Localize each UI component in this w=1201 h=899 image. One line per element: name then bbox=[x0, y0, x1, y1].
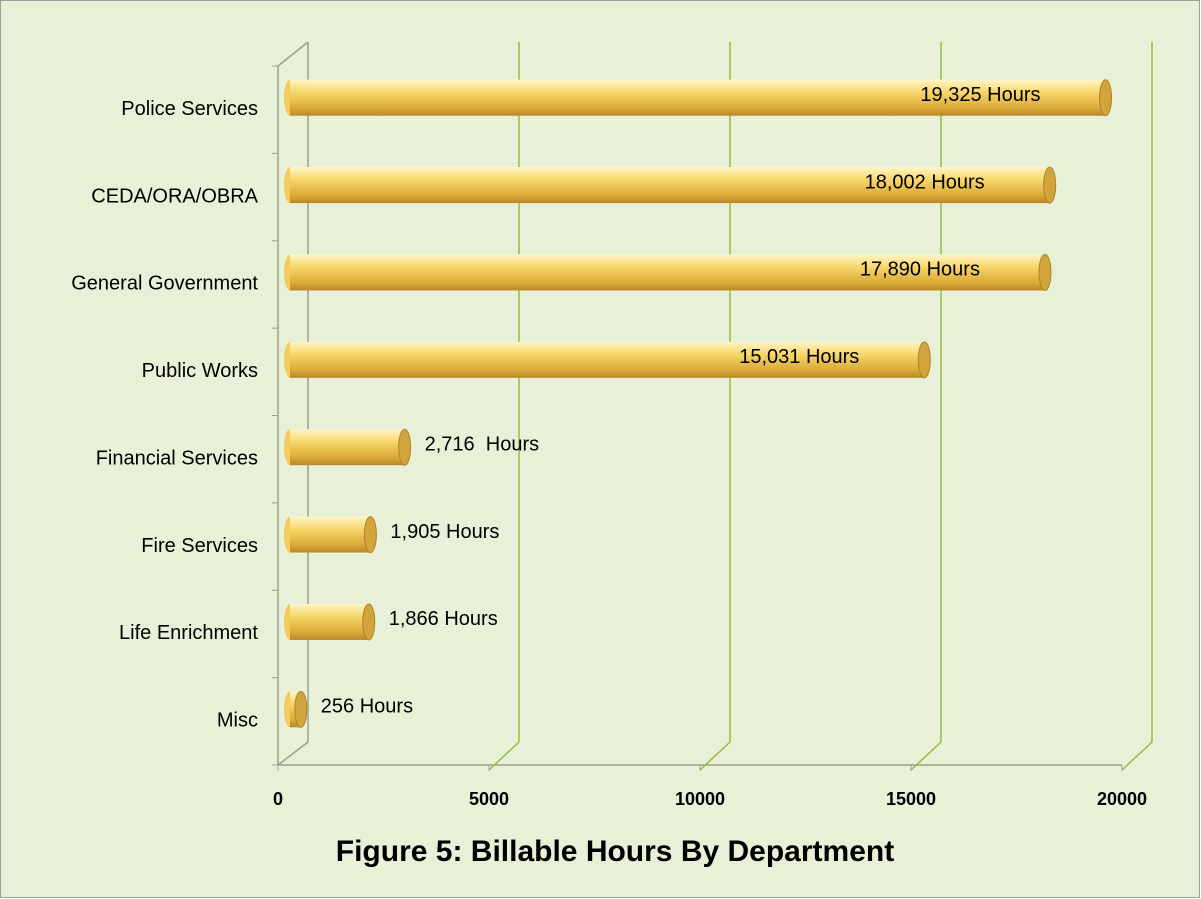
y-tick-label: CEDA/ORA/OBRA bbox=[91, 185, 258, 207]
bar-end-cap bbox=[1038, 253, 1052, 291]
bar-end-cap bbox=[363, 516, 377, 554]
x-tick-label: 15000 bbox=[886, 789, 936, 809]
y-tick-label: Financial Services bbox=[96, 447, 258, 469]
bar-end-cap bbox=[1043, 166, 1057, 204]
bar bbox=[284, 690, 308, 728]
bar bbox=[284, 253, 1052, 291]
x-tick-label: 0 bbox=[273, 789, 283, 809]
value-label: 256 Hours bbox=[321, 696, 413, 718]
grid-line-floor bbox=[1121, 741, 1153, 771]
grid-line-floor bbox=[910, 741, 942, 771]
x-tick-label: 10000 bbox=[675, 789, 725, 809]
value-label: 1,866 Hours bbox=[389, 608, 498, 630]
y-tick-label: General Government bbox=[71, 273, 258, 295]
value-label: 17,890 Hours bbox=[860, 259, 980, 281]
bar-end-cap bbox=[1099, 79, 1113, 117]
bar-body bbox=[290, 516, 371, 553]
bar-body bbox=[290, 341, 925, 378]
bar bbox=[284, 341, 931, 379]
bar-end-cap bbox=[294, 690, 308, 728]
bar bbox=[284, 79, 1113, 117]
value-label: 2,716 Hours bbox=[425, 433, 540, 455]
grid-line-floor bbox=[699, 741, 731, 771]
bar-body bbox=[290, 603, 369, 640]
y-tick-label: Police Services bbox=[121, 98, 258, 120]
chart-title: Figure 5: Billable Hours By Department bbox=[336, 835, 894, 868]
grid-line-floor bbox=[488, 741, 520, 771]
bar-body bbox=[290, 79, 1106, 116]
value-label: 1,905 Hours bbox=[390, 521, 499, 543]
x-tick-label: 20000 bbox=[1097, 789, 1147, 809]
bar-end-cap bbox=[362, 603, 376, 641]
y-tick-label: Life Enrichment bbox=[119, 622, 258, 644]
y-tick-label: Fire Services bbox=[141, 535, 258, 557]
value-label: 18,002 Hours bbox=[865, 171, 985, 193]
bar bbox=[284, 428, 412, 466]
bar-end-cap bbox=[398, 428, 412, 466]
bar bbox=[284, 516, 377, 554]
bar-end-cap bbox=[917, 341, 931, 379]
bar-body bbox=[290, 429, 405, 466]
bar bbox=[284, 166, 1057, 204]
y-tick-label: Public Works bbox=[142, 360, 258, 382]
bar-body bbox=[290, 254, 1045, 291]
y-tick-label: Misc bbox=[217, 710, 258, 732]
value-label: 19,325 Hours bbox=[920, 84, 1040, 106]
x-tick-label: 5000 bbox=[469, 789, 509, 809]
value-label: 15,031 Hours bbox=[739, 346, 859, 368]
bar bbox=[284, 603, 376, 641]
bar-body bbox=[290, 167, 1050, 204]
